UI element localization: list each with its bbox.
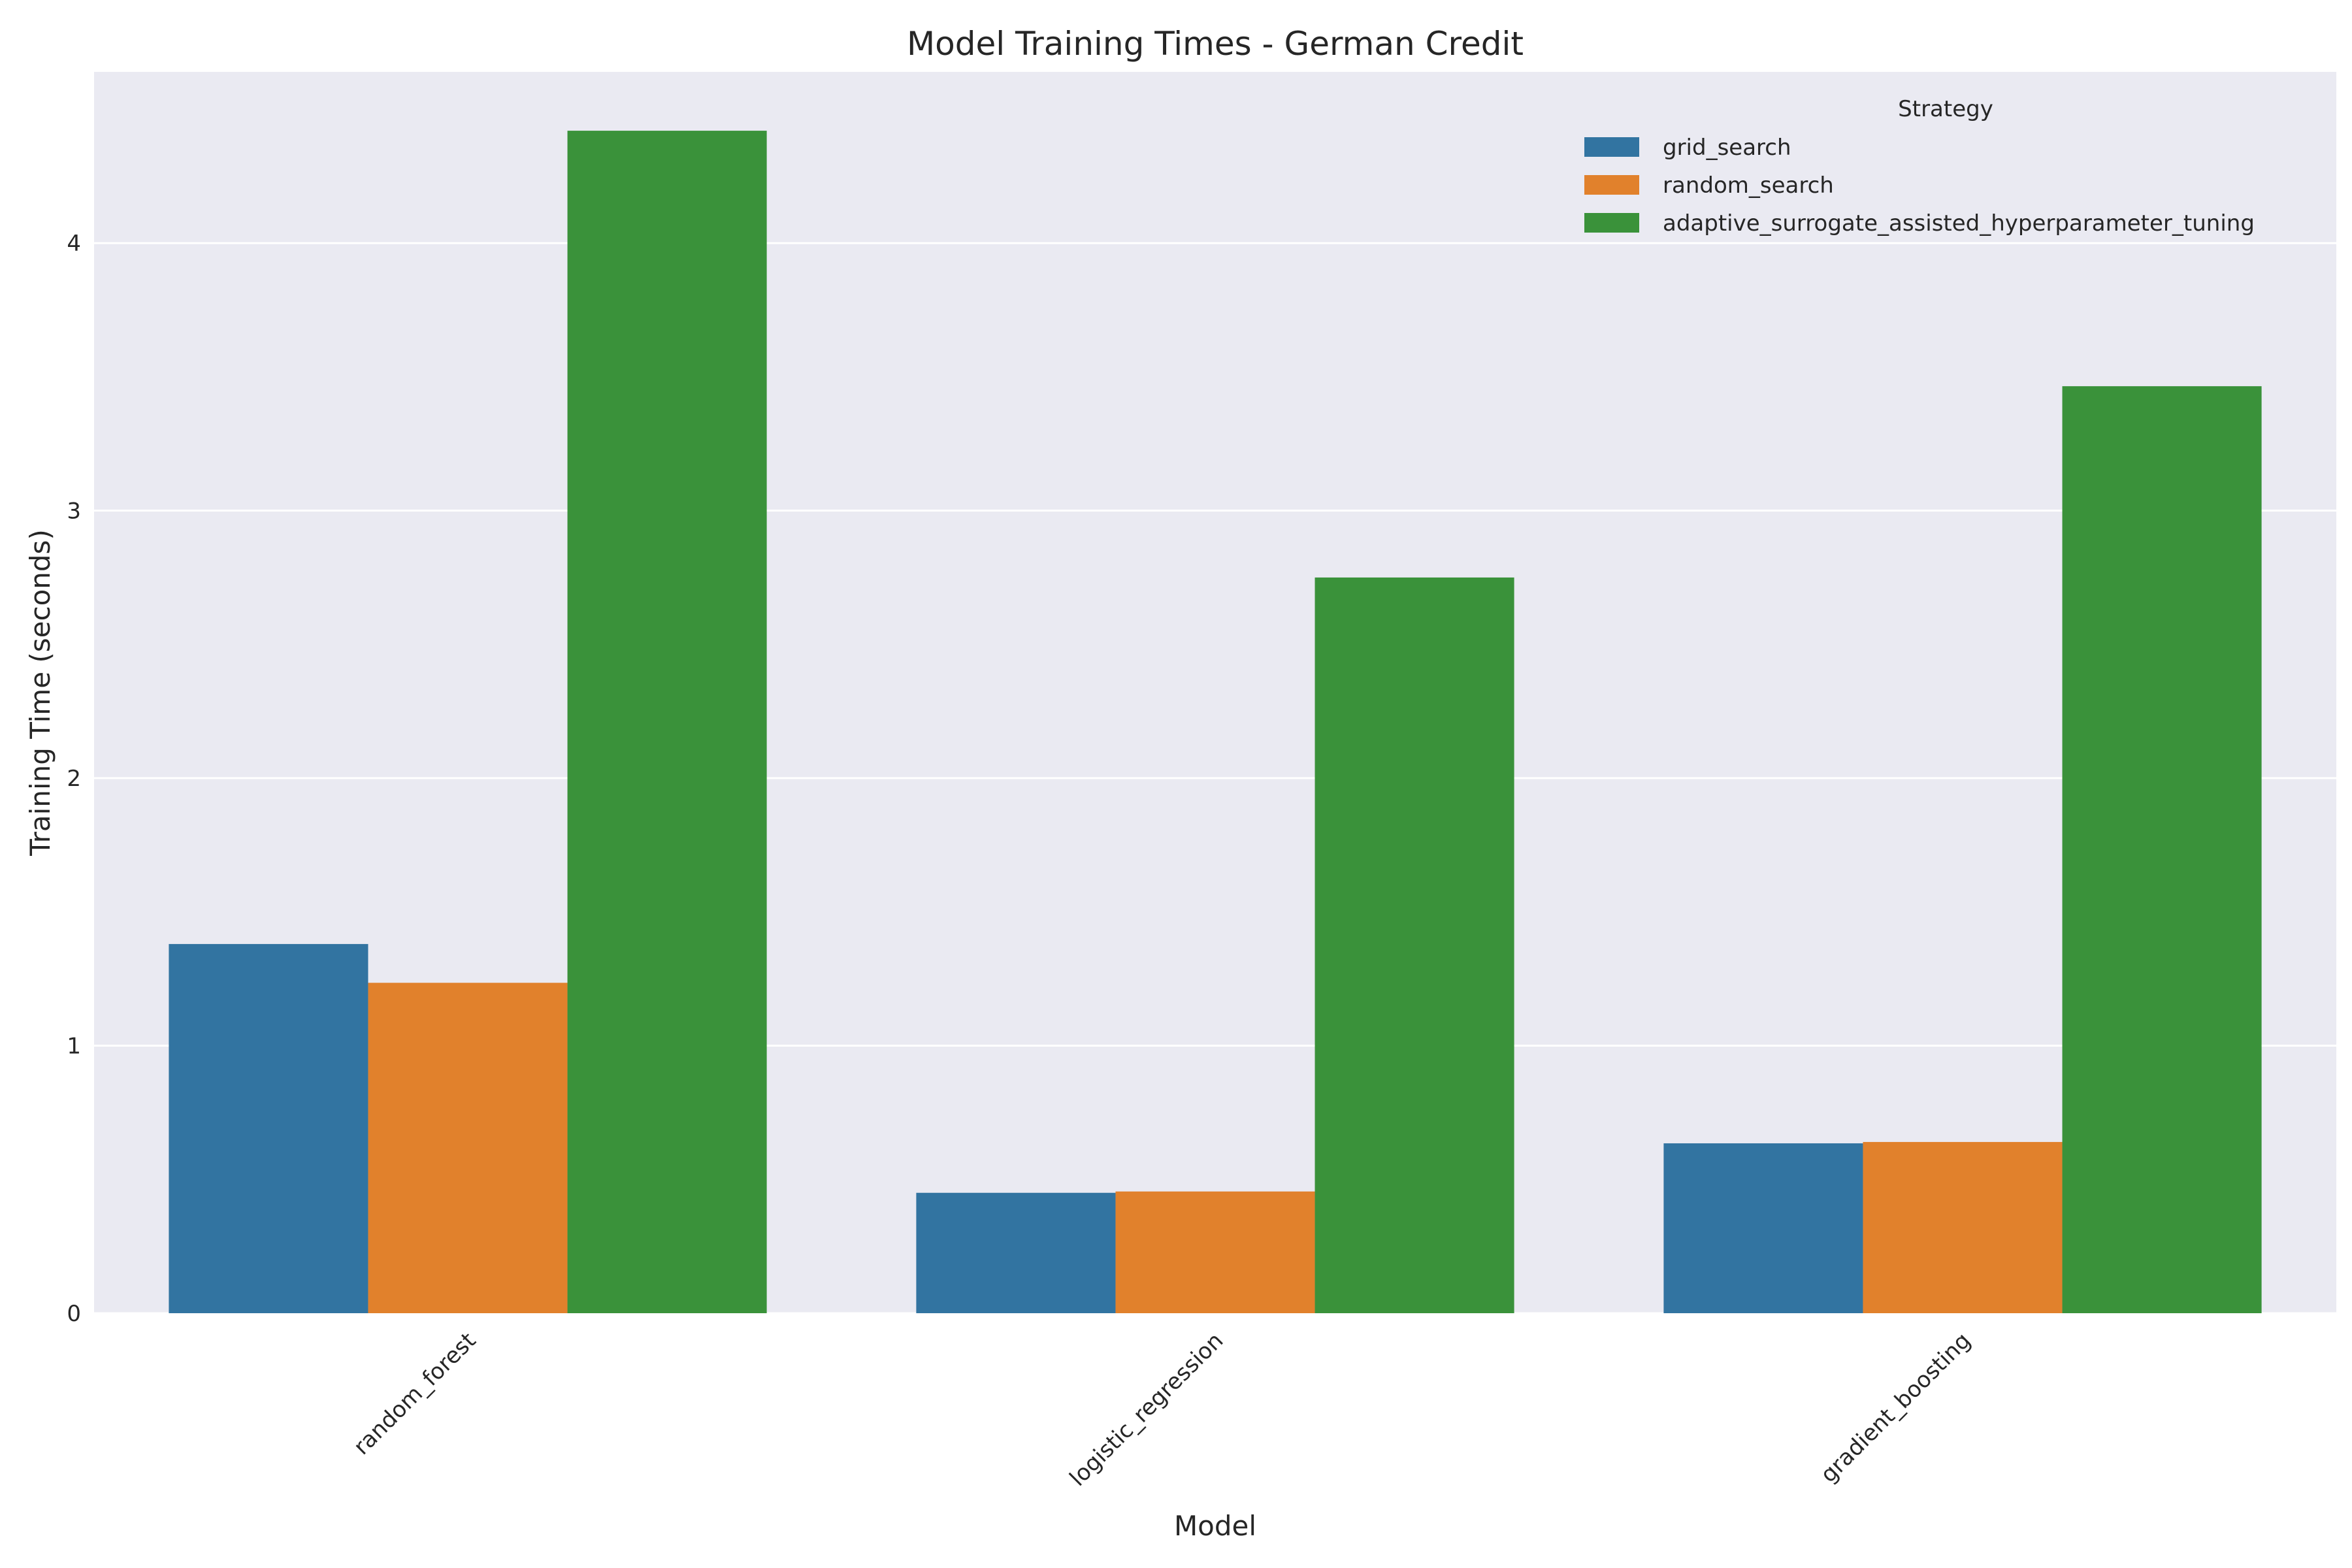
legend: Strategy grid_search random_searchadaptiv…	[1584, 96, 2255, 237]
bar-random_search-logistic_regression	[1115, 1191, 1315, 1313]
bar-adaptive_surrogate_assisted_hyperparameter_tuning-gradient_boosting	[2062, 386, 2262, 1313]
legend-label-adaptive_surrogate_assisted_hyperparameter_tuning: adaptive_surrogate_assisted_hyperparamet…	[1663, 210, 2255, 237]
bars	[169, 131, 2262, 1314]
y-tick-label: 3	[67, 498, 81, 525]
legend-label-random_search: random_search	[1663, 172, 1834, 199]
legend-swatch-random_search	[1584, 175, 1639, 195]
legend-title: Strategy	[1898, 96, 1993, 122]
bar-grid_search-logistic_regression	[916, 1192, 1116, 1313]
y-axis-title: Training Time (seconds)	[24, 529, 56, 857]
bar-grid_search-random_forest	[169, 943, 368, 1313]
y-tick-label: 4	[67, 231, 81, 257]
y-tick-label: 2	[67, 766, 81, 792]
bar-random_search-gradient_boosting	[1863, 1141, 2063, 1313]
legend-swatch-adaptive_surrogate_assisted_hyperparameter_tuning	[1584, 213, 1639, 233]
y-axis-ticks: 0 1 2 3 4	[67, 231, 81, 1327]
x-axis-title: Model	[1174, 1510, 1256, 1542]
bar-random_search-random_forest	[368, 983, 568, 1313]
bar-grid_search-gradient_boosting	[1663, 1143, 1863, 1313]
legend-swatch-grid_search	[1584, 137, 1639, 157]
legend-label-grid_search: grid_search	[1663, 135, 1791, 161]
chart-title: Model Training Times - German Credit	[907, 25, 1524, 63]
bar-adaptive_surrogate_assisted_hyperparameter_tuning-logistic_regression	[1315, 577, 1514, 1314]
y-tick-label: 1	[67, 1034, 81, 1060]
bar-adaptive_surrogate_assisted_hyperparameter_tuning-random_forest	[567, 131, 767, 1314]
legend-items: grid_search random_search adaptive_surroga…	[1584, 135, 2255, 237]
y-tick-label: 0	[67, 1301, 81, 1327]
